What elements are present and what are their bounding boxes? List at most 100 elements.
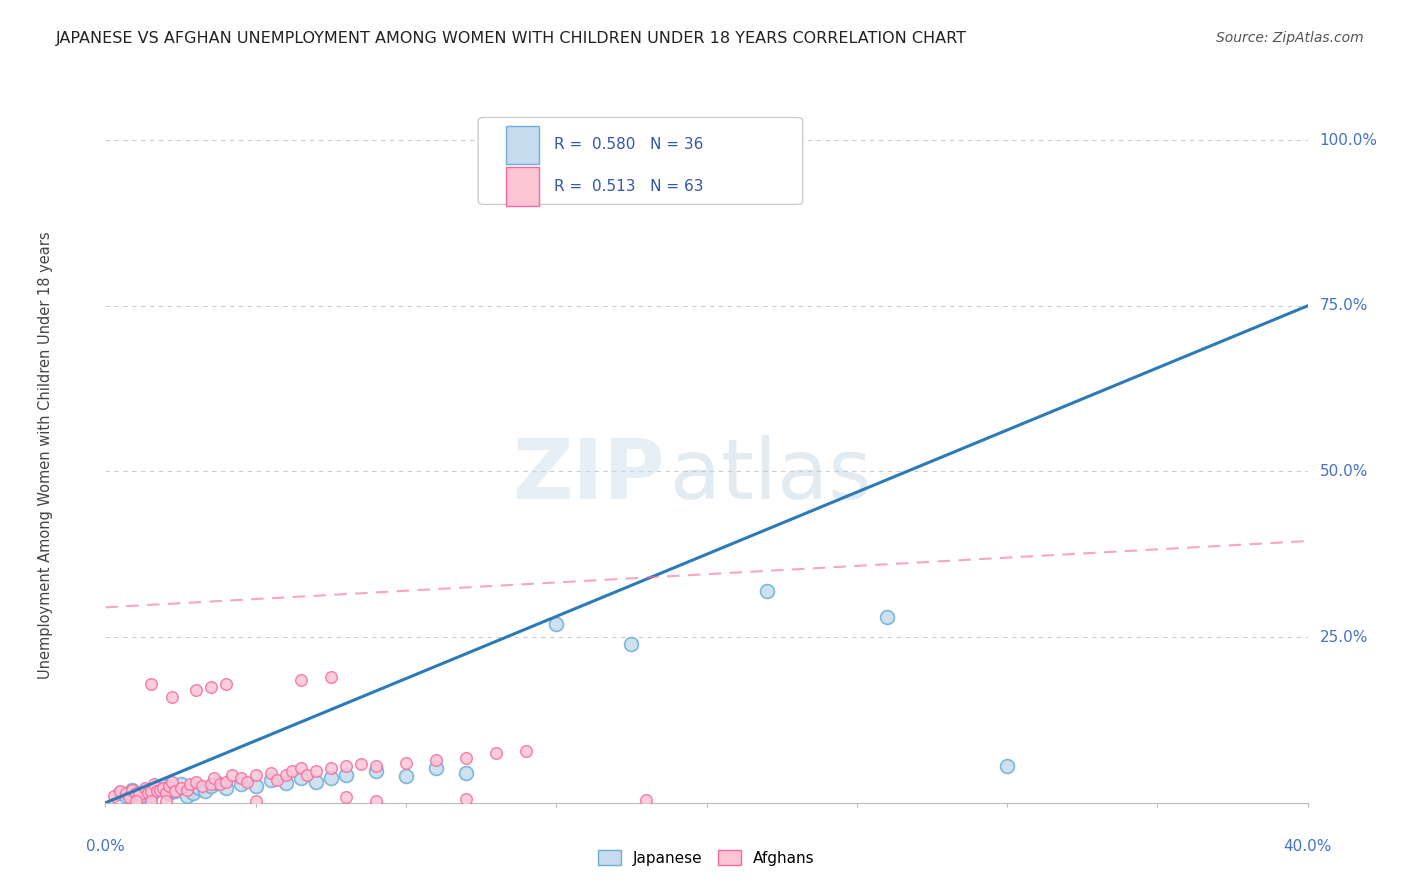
Point	[200, 779, 222, 793]
Point	[160, 774, 183, 789]
Point	[145, 781, 167, 796]
Point	[176, 782, 198, 797]
Point	[290, 673, 312, 688]
Point	[139, 784, 162, 798]
Point	[214, 774, 236, 789]
Point	[290, 771, 312, 785]
Point	[281, 764, 304, 778]
Point	[260, 766, 283, 780]
FancyBboxPatch shape	[506, 126, 540, 164]
Point	[200, 777, 222, 791]
Point	[485, 746, 508, 760]
Point	[128, 790, 150, 805]
Point	[290, 761, 312, 775]
Point	[395, 756, 418, 770]
Point	[118, 790, 141, 805]
Point	[202, 771, 225, 785]
Point	[229, 771, 252, 785]
Point	[636, 793, 658, 807]
Point	[266, 772, 288, 787]
Point	[755, 583, 778, 598]
Point	[139, 788, 162, 802]
Text: R =  0.580   N = 36: R = 0.580 N = 36	[554, 137, 703, 153]
Point	[139, 794, 162, 808]
Point	[148, 782, 170, 797]
Point	[235, 774, 257, 789]
Point	[319, 670, 342, 684]
Point	[110, 784, 132, 798]
Point	[110, 786, 132, 800]
Point	[152, 781, 174, 796]
Point	[546, 616, 568, 631]
Point	[335, 790, 357, 805]
Point	[335, 768, 357, 782]
Text: atlas: atlas	[671, 435, 872, 516]
Point	[425, 753, 447, 767]
Point	[454, 792, 477, 806]
Point	[163, 784, 186, 798]
Point	[155, 786, 177, 800]
Point	[187, 781, 209, 796]
Point	[208, 777, 231, 791]
Point	[184, 683, 207, 698]
Point	[128, 788, 150, 802]
Point	[620, 637, 643, 651]
Point	[134, 784, 156, 798]
Point	[194, 784, 217, 798]
Point	[134, 781, 156, 796]
Point	[142, 777, 165, 791]
Point	[157, 786, 180, 800]
Text: 100.0%: 100.0%	[1320, 133, 1378, 148]
Point	[169, 781, 191, 796]
Text: 75.0%: 75.0%	[1320, 298, 1368, 313]
Point	[260, 772, 283, 787]
Point	[515, 744, 537, 758]
FancyBboxPatch shape	[478, 118, 803, 204]
Point	[214, 676, 236, 690]
Point	[364, 764, 387, 778]
Point	[245, 768, 267, 782]
Text: 0.0%: 0.0%	[86, 839, 125, 855]
Point	[395, 769, 418, 783]
Point	[274, 776, 297, 790]
Point	[245, 779, 267, 793]
Point	[152, 779, 174, 793]
Point	[155, 795, 177, 809]
Point	[160, 690, 183, 704]
Point	[121, 782, 143, 797]
Point	[181, 786, 204, 800]
Point	[115, 786, 138, 800]
Point	[200, 680, 222, 694]
Point	[103, 789, 125, 804]
Text: Source: ZipAtlas.com: Source: ZipAtlas.com	[1216, 31, 1364, 45]
Point	[295, 768, 318, 782]
Point	[350, 757, 373, 772]
Point	[364, 794, 387, 808]
Point	[229, 777, 252, 791]
Point	[454, 766, 477, 780]
Point	[124, 794, 146, 808]
Point	[876, 610, 898, 624]
Point	[205, 776, 228, 790]
Point	[121, 782, 143, 797]
Point	[454, 750, 477, 764]
Point	[179, 777, 201, 791]
Point	[319, 761, 342, 775]
Point	[169, 777, 191, 791]
Text: JAPANESE VS AFGHAN UNEMPLOYMENT AMONG WOMEN WITH CHILDREN UNDER 18 YEARS CORRELA: JAPANESE VS AFGHAN UNEMPLOYMENT AMONG WO…	[56, 31, 967, 46]
Point	[136, 786, 159, 800]
Point	[184, 774, 207, 789]
Point	[995, 759, 1018, 773]
Point	[157, 779, 180, 793]
Point	[364, 759, 387, 773]
FancyBboxPatch shape	[506, 168, 540, 206]
Point	[274, 768, 297, 782]
Text: R =  0.513   N = 63: R = 0.513 N = 63	[554, 179, 703, 194]
Point	[319, 771, 342, 785]
Point	[115, 789, 138, 804]
Point	[163, 784, 186, 798]
Legend: Japanese, Afghans: Japanese, Afghans	[592, 844, 821, 871]
Point	[425, 761, 447, 775]
Point	[124, 786, 146, 800]
Point	[190, 779, 212, 793]
